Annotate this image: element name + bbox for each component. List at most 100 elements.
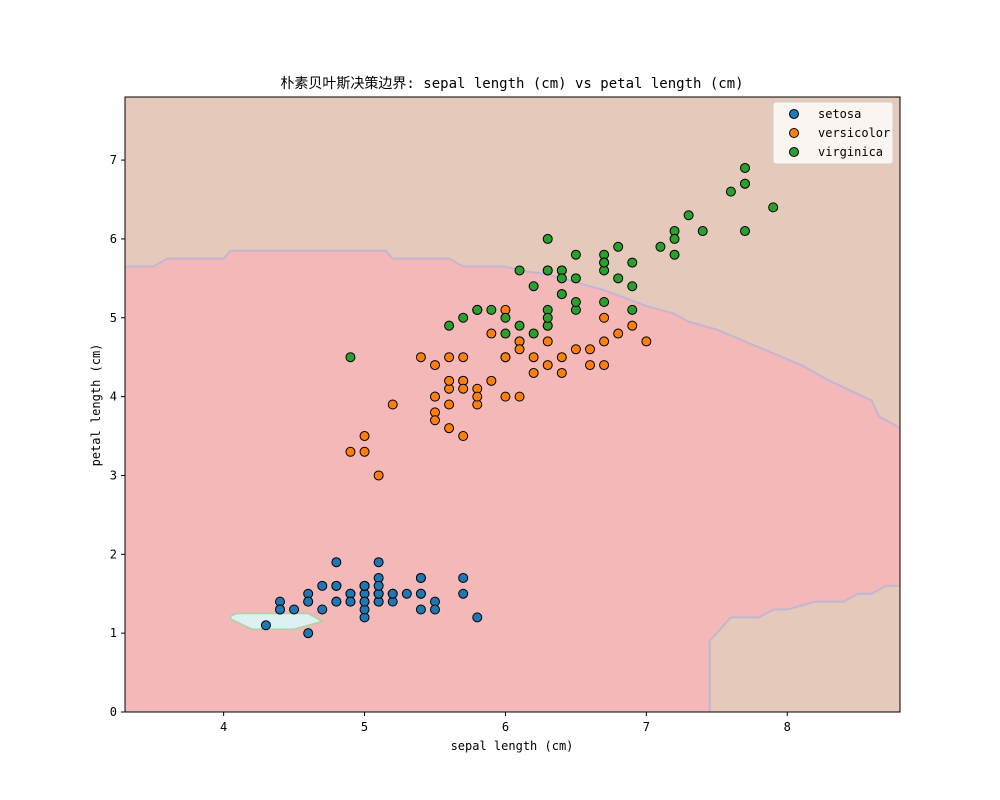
point-versicolor	[486, 328, 497, 339]
point-virginica	[683, 210, 694, 221]
y-tick-label: 4	[110, 390, 117, 404]
point-versicolor	[500, 391, 511, 402]
point-versicolor	[458, 352, 469, 363]
point-setosa	[317, 580, 328, 591]
legend-label-virginica: virginica	[818, 145, 883, 159]
point-virginica	[627, 304, 638, 315]
point-virginica	[542, 265, 553, 276]
point-versicolor	[345, 446, 356, 457]
point-virginica	[528, 281, 539, 292]
point-versicolor	[458, 383, 469, 394]
point-setosa	[458, 572, 469, 583]
point-virginica	[514, 265, 525, 276]
point-setosa	[359, 580, 370, 591]
point-setosa	[401, 588, 412, 599]
point-setosa	[275, 604, 285, 615]
point-virginica	[528, 328, 539, 339]
legend-marker-versicolor	[789, 128, 799, 138]
point-versicolor	[599, 360, 610, 371]
point-versicolor	[500, 352, 511, 363]
point-versicolor	[585, 344, 595, 355]
y-tick-label: 5	[110, 311, 117, 325]
point-versicolor	[373, 470, 384, 481]
decision-regions	[125, 97, 901, 712]
point-versicolor	[415, 352, 426, 363]
x-axis-ticks: 4 5 6 7 8	[220, 712, 791, 734]
point-virginica	[599, 297, 610, 307]
point-versicolor	[387, 399, 398, 410]
point-versicolor	[542, 336, 553, 347]
y-tick-label: 1	[110, 626, 117, 640]
point-versicolor	[444, 352, 455, 363]
y-tick-label: 2	[110, 547, 117, 561]
point-versicolor	[514, 391, 525, 402]
point-setosa	[415, 572, 426, 583]
legend-marker-virginica	[789, 147, 799, 157]
point-setosa	[303, 596, 314, 607]
legend-marker-setosa	[789, 109, 799, 119]
point-setosa	[331, 580, 342, 591]
point-versicolor	[556, 352, 567, 363]
legend: setosa versicolor virginica	[772, 101, 894, 165]
point-versicolor	[359, 446, 370, 457]
point-virginica	[542, 233, 553, 244]
legend-label-versicolor: versicolor	[818, 126, 890, 140]
point-virginica	[655, 241, 666, 252]
point-virginica	[768, 202, 779, 213]
y-tick-label: 3	[110, 468, 117, 482]
data-points	[260, 162, 779, 639]
point-virginica	[740, 162, 750, 173]
x-tick-label: 5	[361, 720, 368, 734]
point-virginica	[556, 289, 567, 300]
y-tick-label: 0	[110, 705, 117, 719]
point-virginica	[570, 249, 581, 260]
point-versicolor	[430, 391, 440, 402]
point-virginica	[458, 312, 469, 323]
point-setosa	[260, 620, 271, 631]
point-virginica	[486, 304, 497, 315]
point-setosa	[345, 596, 356, 607]
point-setosa	[373, 580, 384, 591]
point-versicolor	[542, 360, 553, 371]
point-virginica	[472, 304, 483, 315]
point-virginica	[444, 320, 455, 331]
point-virginica	[500, 328, 511, 339]
point-versicolor	[556, 367, 567, 378]
x-tick-label: 4	[220, 720, 227, 734]
point-setosa	[458, 588, 469, 599]
x-tick-label: 8	[784, 720, 791, 734]
point-setosa	[387, 588, 398, 599]
chart-title: 朴素贝叶斯决策边界: sepal length (cm) vs petal le…	[280, 75, 743, 92]
y-tick-label: 6	[110, 232, 117, 246]
point-setosa	[331, 596, 342, 607]
point-versicolor	[528, 352, 539, 363]
point-setosa	[331, 557, 342, 568]
point-virginica	[500, 312, 511, 323]
point-versicolor	[613, 328, 624, 339]
point-virginica	[514, 320, 525, 331]
point-versicolor	[430, 360, 440, 371]
point-versicolor	[570, 344, 581, 355]
y-tick-label: 7	[110, 153, 117, 167]
point-setosa	[303, 628, 314, 639]
point-virginica	[740, 178, 750, 189]
point-versicolor	[528, 367, 539, 378]
point-virginica	[725, 186, 736, 197]
point-versicolor	[359, 431, 370, 442]
point-virginica	[345, 352, 356, 363]
point-virginica	[697, 226, 708, 237]
point-versicolor	[599, 312, 610, 323]
y-axis-label: petal length (cm)	[89, 344, 103, 467]
point-setosa	[359, 596, 370, 607]
point-virginica	[627, 257, 638, 268]
point-versicolor	[599, 336, 610, 347]
point-setosa	[289, 604, 300, 615]
point-virginica	[570, 297, 581, 307]
point-versicolor	[444, 399, 455, 410]
point-setosa	[415, 604, 426, 615]
point-virginica	[570, 273, 581, 284]
point-virginica	[599, 257, 610, 268]
point-versicolor	[486, 375, 497, 386]
versicolor-region	[125, 250, 900, 712]
